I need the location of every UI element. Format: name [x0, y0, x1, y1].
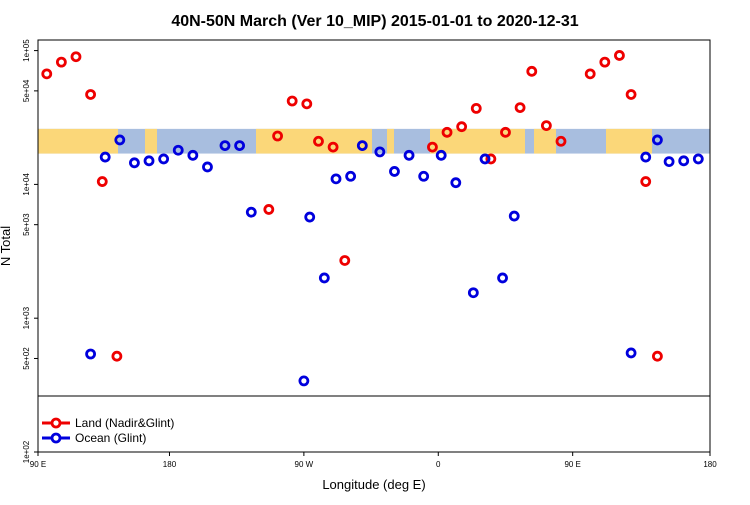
land-point: [272, 130, 283, 142]
map-land: [606, 128, 652, 154]
land-point: [540, 120, 552, 132]
x-tick-label: 90 E: [30, 460, 46, 469]
ocean-point: [678, 155, 690, 167]
ocean-point: [172, 144, 184, 156]
ocean-point: [245, 206, 257, 218]
ocean-point: [129, 157, 140, 169]
legend-marker-ocean: [50, 432, 62, 444]
ocean-point: [403, 149, 415, 161]
ocean-point: [497, 272, 508, 284]
ocean-point: [234, 140, 246, 151]
ocean-point: [508, 210, 520, 222]
legend: Land (Nadir&Glint)Ocean (Glint): [42, 416, 174, 445]
land-point: [313, 135, 324, 147]
ocean-point: [330, 173, 342, 185]
land-point: [485, 153, 497, 165]
ocean-point: [479, 153, 491, 165]
ocean-point: [539, 417, 547, 425]
land-point: [111, 350, 123, 362]
y-tick-label: 5e+04: [22, 79, 31, 102]
y-tick-label: 1e+05: [22, 39, 31, 62]
map-land: [387, 128, 394, 154]
legend-marker-land: [50, 417, 62, 429]
y-axis-label: N Total: [0, 226, 13, 266]
world-map-band: [38, 128, 710, 154]
ocean-point: [418, 170, 430, 182]
ocean-point: [640, 151, 652, 163]
land-point: [355, 433, 363, 441]
x-tick-label: 180: [703, 460, 717, 469]
land-point: [41, 68, 53, 80]
land-point: [470, 102, 482, 114]
y-tick-label: 1e+02: [22, 440, 31, 463]
land-point: [614, 50, 625, 61]
x-axis-label: Longitude (deg E): [322, 477, 425, 492]
land-point: [456, 121, 468, 133]
land-point: [339, 255, 351, 266]
land-point: [263, 204, 275, 215]
land-point: [55, 56, 67, 68]
ocean-point: [318, 272, 330, 284]
ocean-point: [389, 166, 400, 177]
x-tick-label: 180: [163, 460, 177, 469]
ocean-point: [114, 134, 126, 146]
land-point: [85, 89, 96, 100]
ocean-point: [143, 155, 155, 167]
ocean-point: [304, 211, 316, 223]
y-tick-label: 1e+03: [22, 306, 31, 329]
land-point: [96, 176, 108, 187]
land-point: [427, 141, 438, 153]
ocean-point: [345, 170, 357, 182]
land-point: [584, 68, 596, 80]
land-point: [555, 135, 567, 147]
legend-panel: [37, 395, 711, 453]
x-tick-label: 90 E: [564, 460, 580, 469]
legend-label-ocean: Ocean (Glint): [75, 431, 146, 445]
x-tick-label: 90 W: [295, 460, 314, 469]
y-tick-label: 1e+04: [22, 173, 31, 196]
ocean-point: [356, 140, 368, 151]
ocean-point: [202, 161, 213, 173]
ocean-point: [374, 146, 386, 158]
ocean-point: [625, 347, 637, 359]
ocean-point: [663, 156, 675, 168]
ocean-point: [692, 153, 704, 165]
ocean-point: [187, 149, 199, 161]
ocean-point: [298, 375, 310, 387]
ocean-point: [219, 140, 231, 151]
ocean-point: [158, 153, 170, 165]
land-point: [514, 102, 526, 113]
axes: 90 E 180 90 W 0 90 E 180 1e+02 5e+02 1e+03 5e+03 1…: [22, 39, 717, 469]
land-point: [652, 350, 663, 362]
land-point: [301, 98, 313, 110]
land-point: [286, 95, 298, 107]
legend-label-land: Land (Nadir&Glint): [75, 416, 174, 430]
ocean-point: [652, 134, 663, 146]
map-land: [38, 128, 118, 154]
map-land: [145, 128, 157, 154]
land-point: [327, 141, 339, 153]
land-point: [625, 89, 637, 100]
land-point: [526, 65, 538, 77]
land-point: [640, 176, 652, 187]
ocean-point: [85, 348, 96, 360]
map-land: [534, 128, 556, 154]
x-tick-label: 0: [436, 460, 441, 469]
plot-frame: [37, 39, 711, 397]
land-point: [441, 126, 453, 138]
y-tick-label: 5e+03: [22, 213, 31, 236]
land-point: [70, 51, 82, 63]
land-point: [500, 126, 511, 138]
ocean-point: [435, 149, 447, 161]
land-point: [599, 56, 611, 68]
ocean-point: [99, 151, 111, 163]
chart-title: 40N-50N March (Ver 10_MIP) 2015-01-01 to…: [171, 13, 578, 30]
ocean-point: [450, 177, 462, 189]
y-tick-label: 5e+02: [22, 347, 31, 370]
points-layer: [41, 50, 704, 441]
ocean-point: [467, 287, 479, 299]
